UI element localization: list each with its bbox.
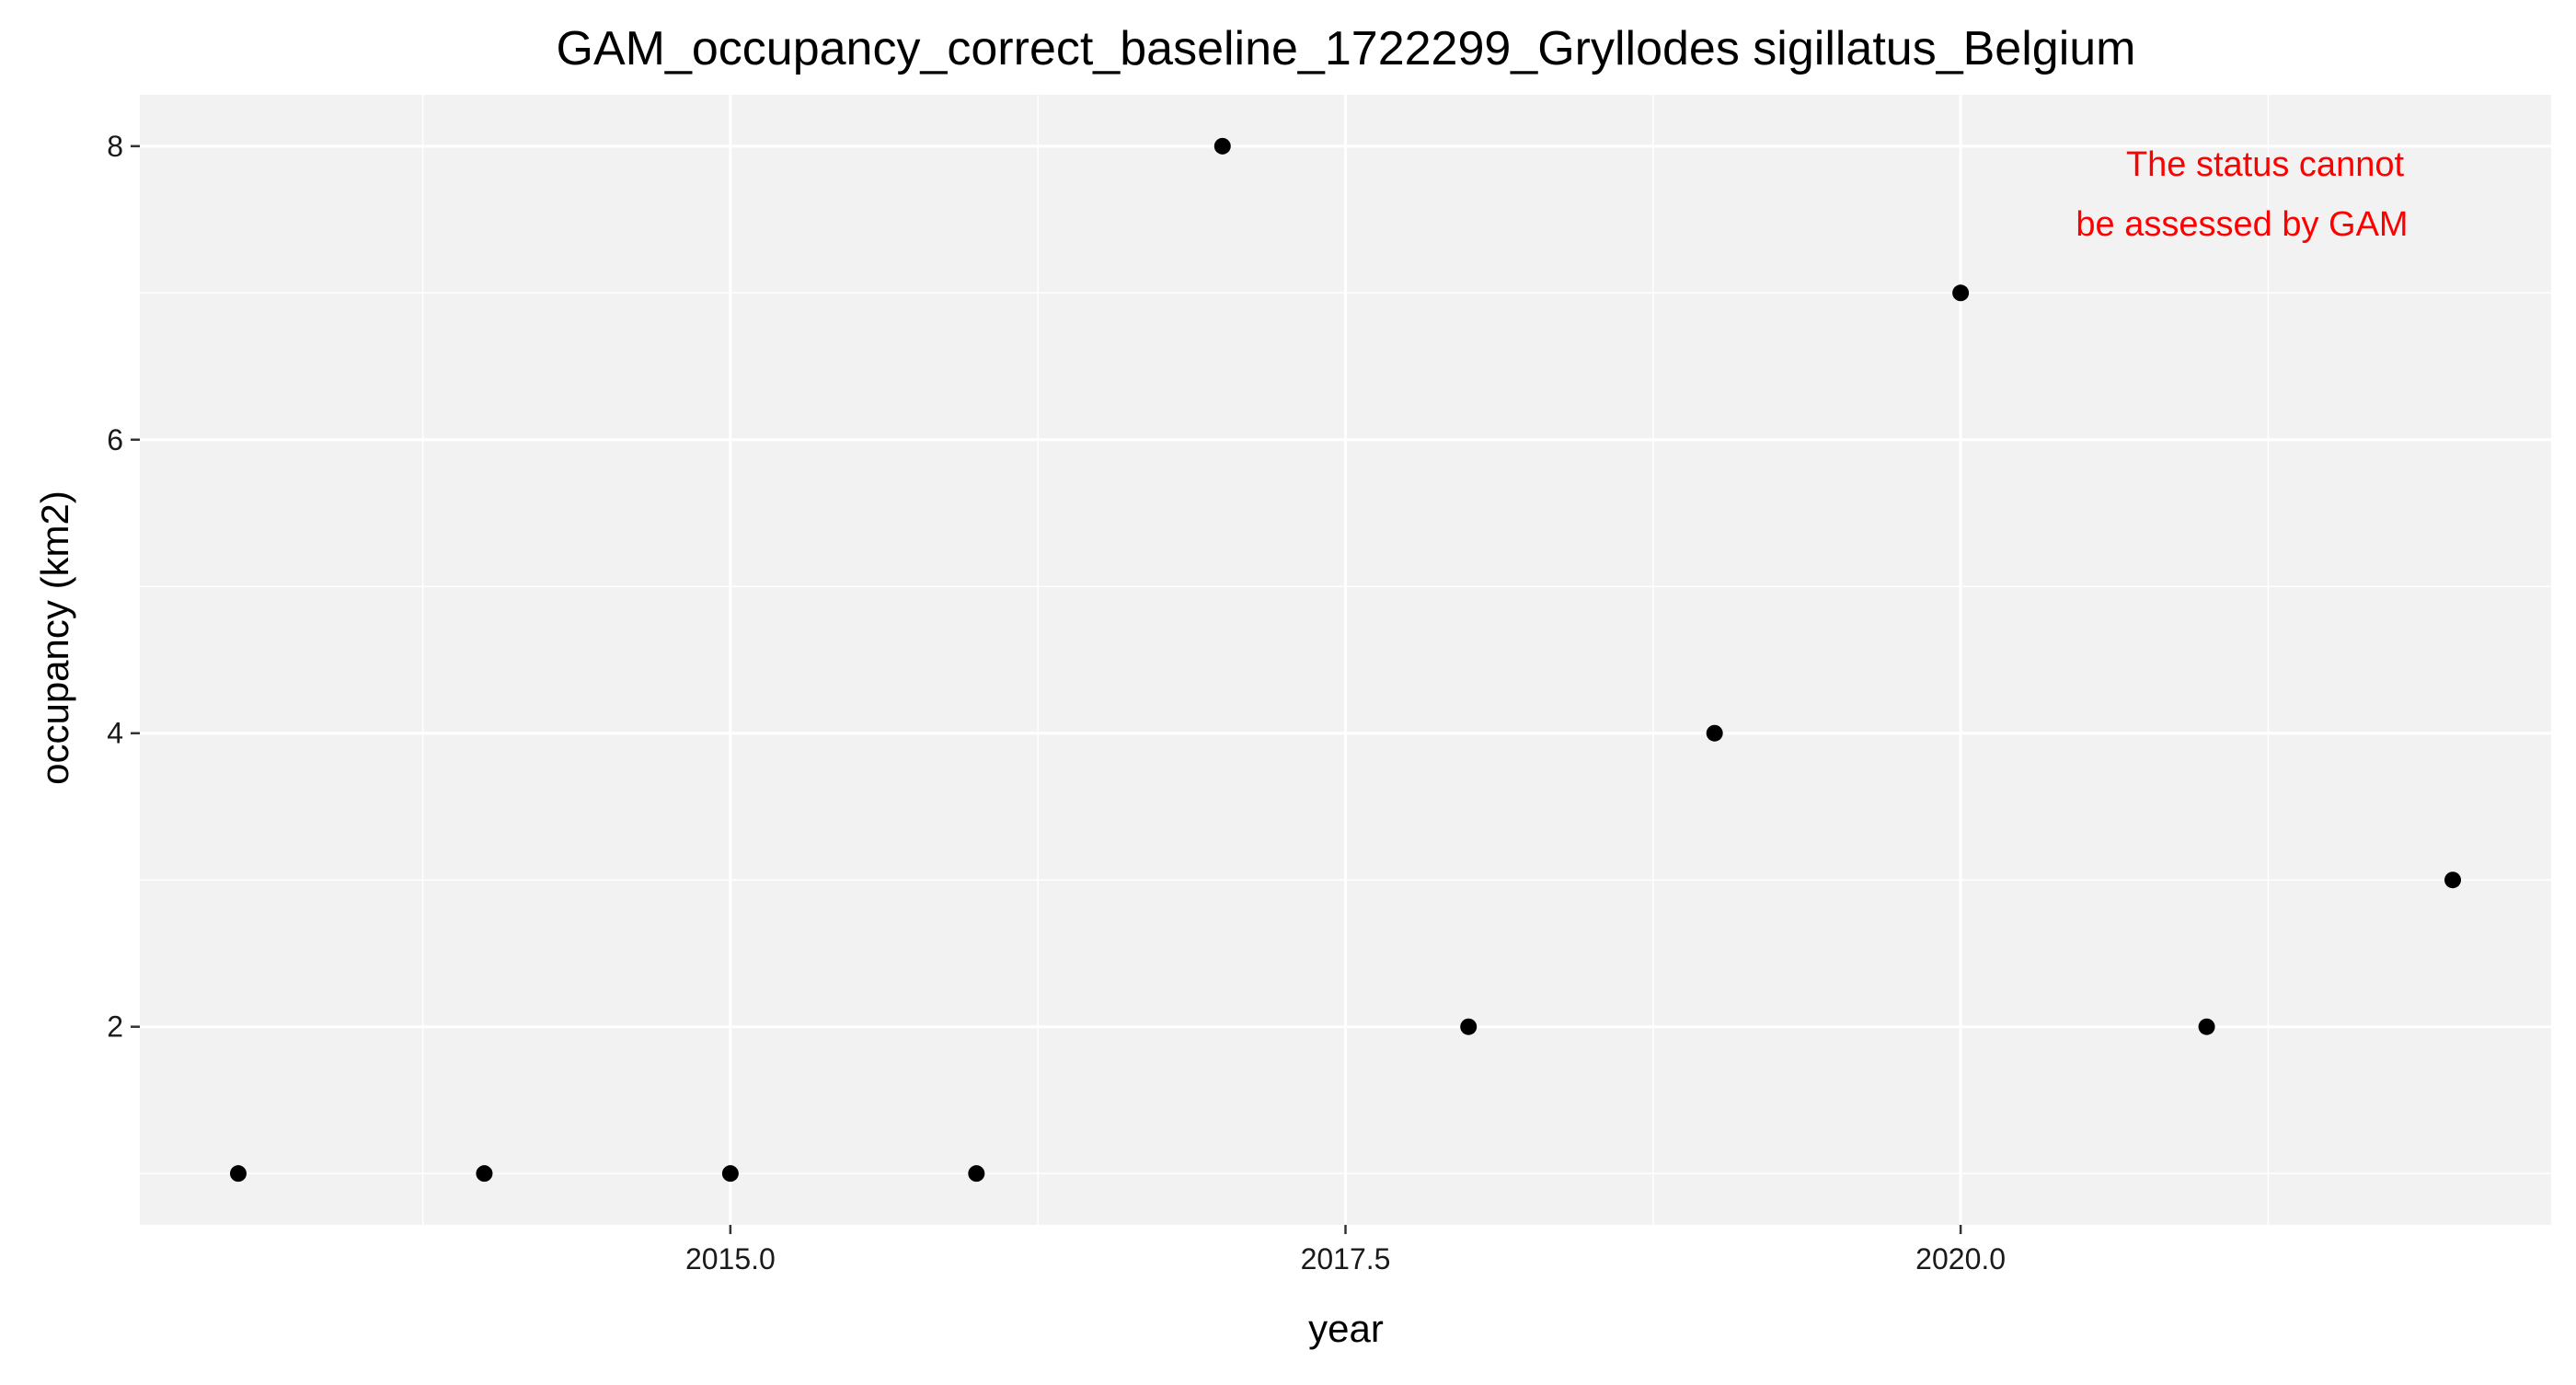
data-point: [2198, 1018, 2215, 1035]
data-point: [968, 1165, 985, 1183]
data-points: [229, 137, 2462, 1183]
data-point: [2444, 871, 2462, 889]
x-axis-title: year: [1308, 1307, 1384, 1350]
x-tick-label: 2017.5: [1301, 1242, 1391, 1275]
x-axis: 2015.0 2017.5 2020.0: [685, 1225, 2006, 1275]
x-tick-label: 2020.0: [1915, 1242, 2006, 1275]
data-point: [476, 1165, 493, 1183]
data-point: [1460, 1018, 1478, 1035]
annotation-line-2: be assessed by GAM: [2076, 205, 2408, 244]
data-point: [721, 1165, 739, 1183]
y-tick-label: 2: [107, 1010, 123, 1044]
y-tick-label: 6: [107, 423, 123, 456]
y-tick-label: 4: [107, 717, 123, 750]
data-point: [1213, 137, 1231, 155]
chart-title: GAM_occupancy_correct_baseline_1722299_G…: [557, 22, 2136, 75]
data-point: [1706, 724, 1723, 742]
x-tick-label: 2015.0: [685, 1242, 776, 1275]
status-annotation: The status cannot be assessed by GAM: [2076, 145, 2408, 244]
data-point: [229, 1165, 247, 1183]
grid-major-lines: [140, 95, 2551, 1225]
y-axis-title: occupancy (km2): [33, 491, 76, 785]
annotation-line-1: The status cannot: [2126, 145, 2405, 184]
data-point: [1952, 284, 1970, 302]
y-axis: 2 4 6 8: [107, 130, 140, 1044]
y-tick-label: 8: [107, 130, 123, 163]
